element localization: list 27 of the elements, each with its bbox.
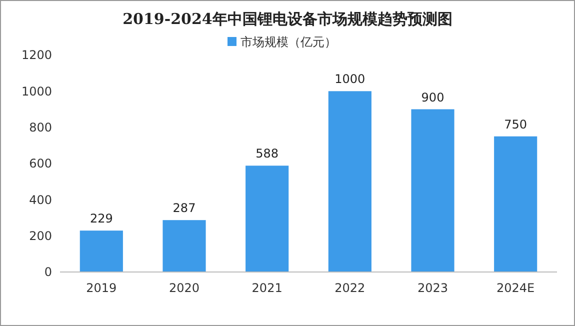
y-tick-label: 200	[29, 229, 52, 244]
y-tick-label: 1200	[21, 48, 52, 62]
y-tick-label: 0	[44, 265, 52, 280]
data-label: 1000	[334, 72, 366, 86]
y-tick-label: 800	[29, 120, 52, 135]
bar	[80, 230, 123, 272]
x-tick-label: 2023	[417, 281, 448, 295]
bar	[494, 136, 538, 272]
x-tick-label: 2020	[168, 281, 200, 295]
x-tick-label: 2021	[252, 281, 282, 295]
data-label: 588	[256, 146, 279, 161]
bar	[411, 109, 454, 272]
y-tick-label: 400	[29, 192, 52, 207]
x-tick-label: 2024E	[496, 281, 535, 295]
x-tick-label: 2022	[334, 281, 366, 295]
bar	[328, 91, 372, 272]
y-tick-label: 1000	[21, 84, 52, 98]
y-tick-label: 600	[29, 156, 52, 171]
data-label: 900	[421, 90, 444, 104]
bar	[162, 220, 206, 272]
data-label: 287	[172, 201, 196, 216]
data-label: 229	[90, 212, 113, 226]
chart-title: 2019-2024年中国锂电设备市场规模趋势预测图	[122, 10, 452, 28]
data-label: 750	[504, 117, 528, 132]
x-tick-label: 2019	[86, 281, 117, 295]
legend-label: 市场规模（亿元）	[240, 35, 336, 49]
bar	[246, 166, 289, 272]
